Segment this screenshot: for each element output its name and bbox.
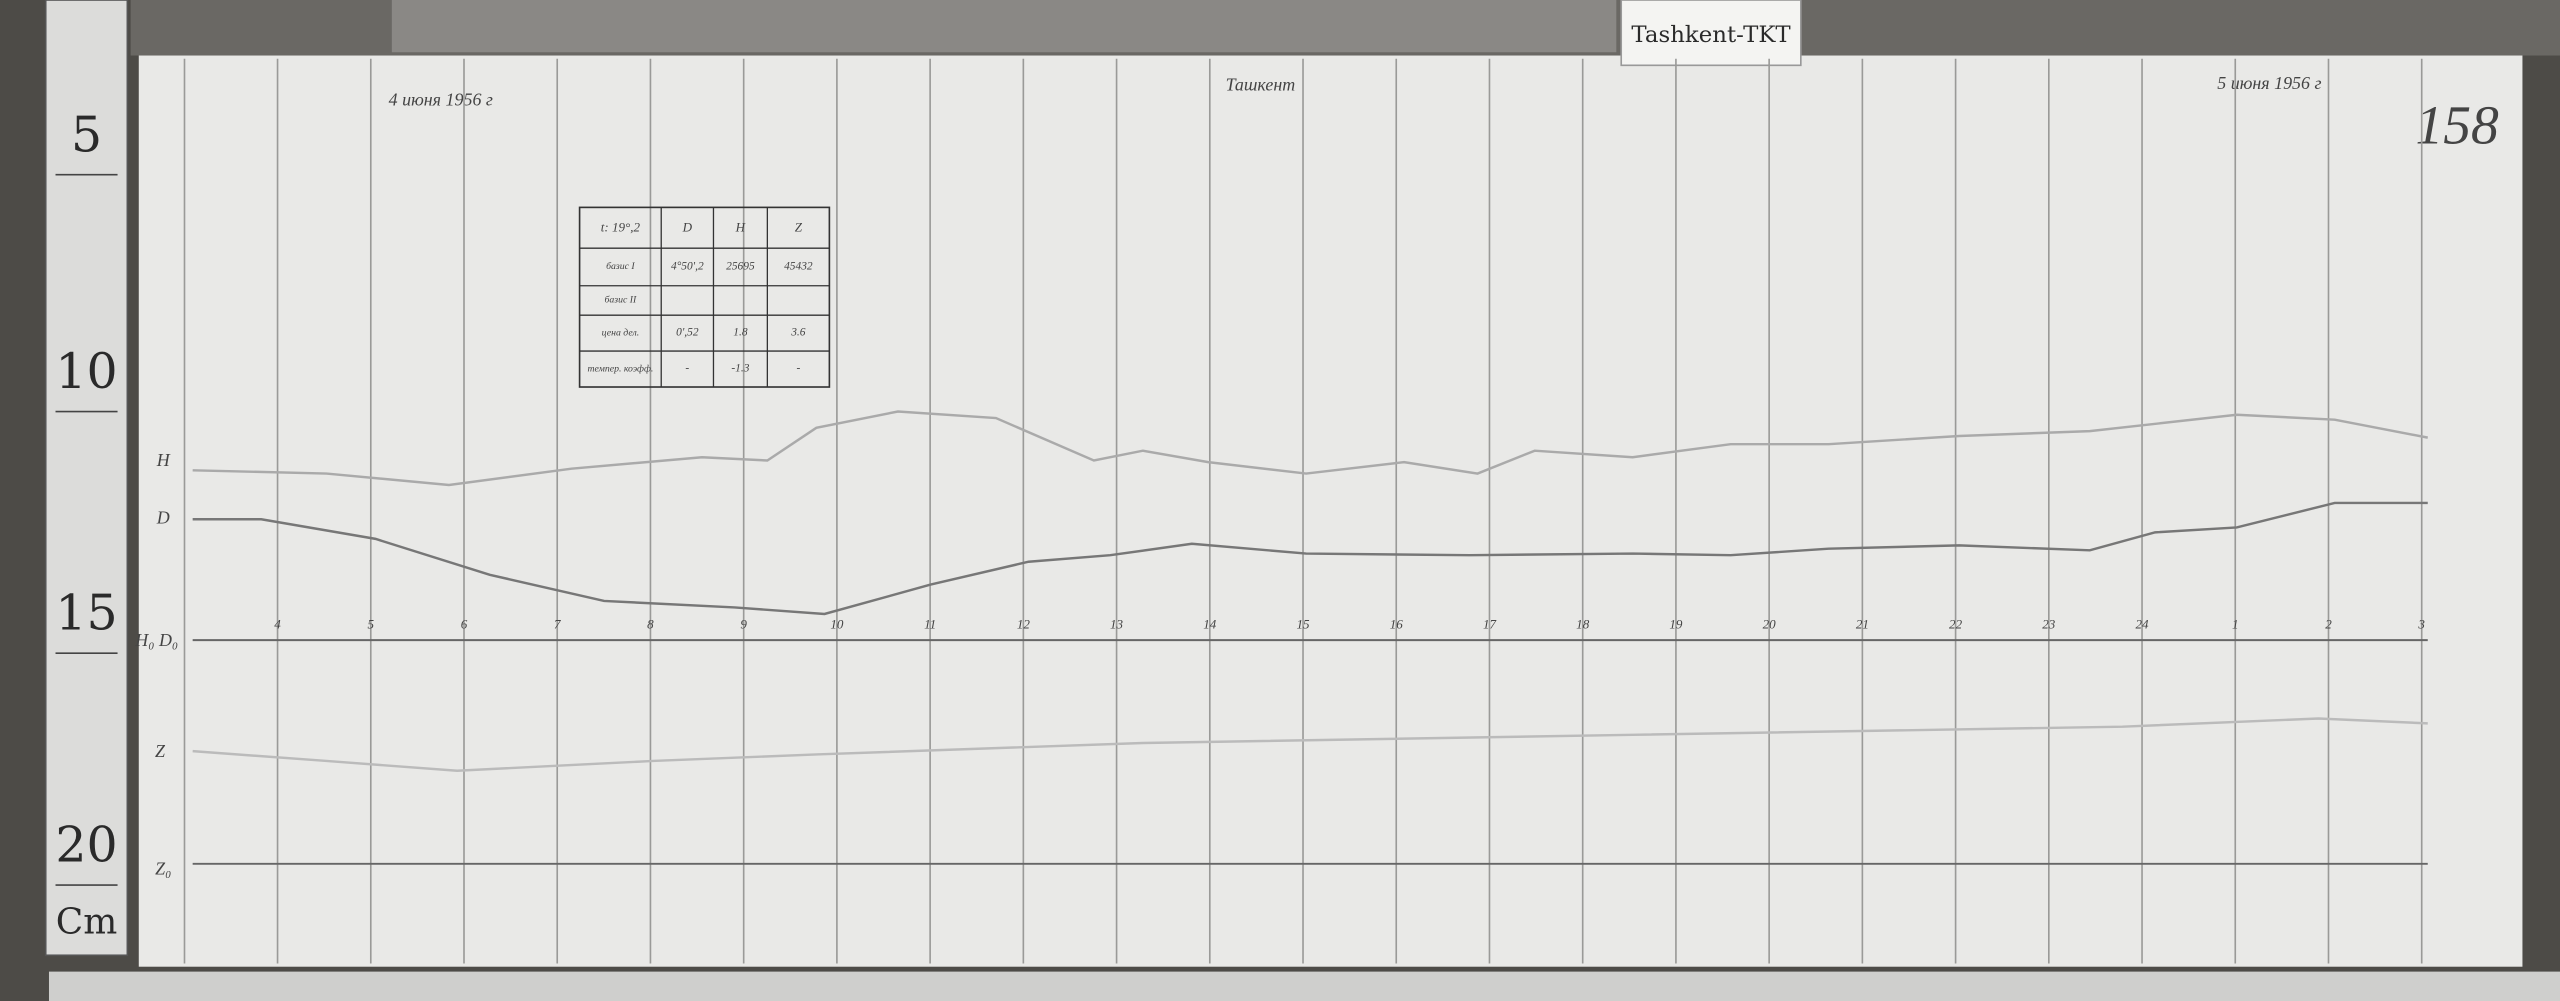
table-header: D xyxy=(682,220,693,235)
hour-label: 10 xyxy=(830,616,844,631)
z-trace xyxy=(192,717,2428,772)
hour-label: 6 xyxy=(461,616,468,631)
hour-label: 21 xyxy=(1856,616,1869,631)
hour-label: 8 xyxy=(647,616,654,631)
table-cell: цена дел. xyxy=(602,327,640,338)
table-cell: 45432 xyxy=(784,261,813,273)
table-cell: базис I xyxy=(606,261,635,272)
table-cell: -1.3 xyxy=(731,363,749,375)
tag-text: Tashkent-TKT xyxy=(1631,22,1791,48)
hour-label: 19 xyxy=(1669,616,1683,631)
d-trace xyxy=(192,501,2428,616)
table-cell: 25695 xyxy=(726,261,755,273)
hour-label: 20 xyxy=(1763,616,1777,631)
hour-label: 7 xyxy=(554,616,561,631)
table-cell: 0',52 xyxy=(676,327,699,339)
tag-label xyxy=(1620,0,1802,67)
clip-strip xyxy=(391,0,1617,53)
h-trace xyxy=(192,410,2428,487)
bottom-strip xyxy=(48,971,2560,1001)
hour-label: 15 xyxy=(1296,616,1310,631)
hour-label: 5 xyxy=(368,616,375,631)
trace-label: H xyxy=(156,450,171,470)
table-cell: - xyxy=(685,363,689,375)
hour-label: 12 xyxy=(1017,616,1031,631)
ruler-number: 15 xyxy=(55,585,117,642)
hour-label: 14 xyxy=(1203,616,1217,631)
hour-label: 17 xyxy=(1483,616,1497,631)
date-start: 4 июня 1956 г xyxy=(389,89,493,109)
ruler xyxy=(44,0,129,957)
page-number: 158 xyxy=(2416,95,2499,156)
ruler-number: 10 xyxy=(55,343,117,400)
ruler-number: 20 xyxy=(55,817,117,874)
table-header: H xyxy=(735,220,747,235)
hour-label: 24 xyxy=(2136,616,2150,631)
table-border xyxy=(578,206,831,388)
hour-label: 18 xyxy=(1576,616,1590,631)
ruler-unit: Cm xyxy=(56,902,118,943)
hour-label: 11 xyxy=(924,616,936,631)
table-header: Z xyxy=(795,220,803,235)
hour-label: 23 xyxy=(2042,616,2056,631)
hour-label: 3 xyxy=(2417,616,2425,631)
date-end: 5 июня 1956 г xyxy=(2217,73,2321,93)
hour-label: 4 xyxy=(274,616,281,631)
table-cell: темпер. коэфф. xyxy=(587,363,653,374)
hour-label: 9 xyxy=(740,616,747,631)
trace-label: D xyxy=(156,507,170,527)
trace-label: Z xyxy=(155,741,166,761)
hour-label: 16 xyxy=(1390,616,1404,631)
paper xyxy=(138,55,2523,967)
table-cell: 1.8 xyxy=(733,327,748,339)
table-cell: 4°50',2 xyxy=(671,261,704,273)
trace-label: H₀ D₀ xyxy=(134,630,178,650)
hour-label: 13 xyxy=(1110,616,1124,631)
hour-label: 2 xyxy=(2325,616,2332,631)
table-cell: 3.6 xyxy=(790,327,806,339)
table-cell: базис II xyxy=(604,295,637,306)
hour-label: 22 xyxy=(1949,616,1963,631)
station: Ташкент xyxy=(1226,75,1296,95)
trace-label: Z₀ xyxy=(155,858,171,878)
hour-label: 1 xyxy=(2232,616,2239,631)
table-cell: - xyxy=(796,363,800,375)
table-header: t: 19°,2 xyxy=(601,220,641,235)
ruler-number: 5 xyxy=(71,106,102,163)
